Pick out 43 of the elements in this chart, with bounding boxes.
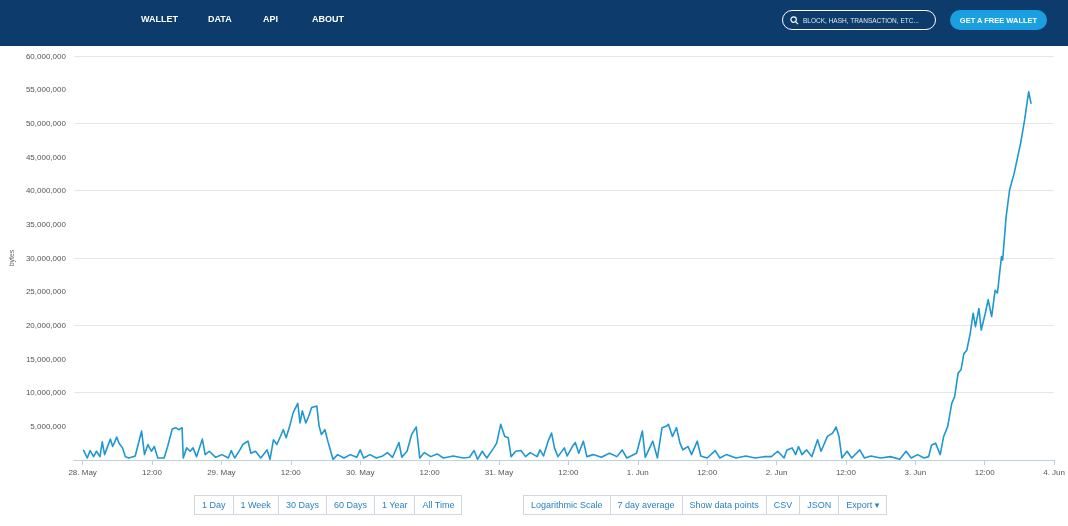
y-tick-label: 40,000,000 bbox=[25, 186, 67, 196]
x-tick-label: 12:00 bbox=[974, 467, 996, 477]
x-tick-label: 12:00 bbox=[697, 467, 718, 477]
x-tick-label: 12:00 bbox=[835, 467, 857, 477]
x-tick-label: 30. May bbox=[345, 467, 375, 477]
text: Logarithmic Scale bbox=[523, 495, 611, 515]
y-tick-label: 35,000,000 bbox=[25, 219, 67, 229]
text: Show data points bbox=[681, 495, 767, 515]
y-tick-label: 25,000,000 bbox=[25, 287, 67, 297]
text: 1 Year bbox=[373, 495, 416, 515]
x-tick-label: 1. Jun bbox=[626, 467, 649, 477]
text: API bbox=[263, 14, 279, 24]
y-tick-label: 20,000,000 bbox=[25, 320, 67, 330]
text: ABOUT bbox=[312, 14, 344, 24]
text: DATA bbox=[208, 14, 232, 24]
x-tick-label: 31. May bbox=[484, 467, 514, 477]
x-tick-label: 12:00 bbox=[280, 467, 302, 477]
y-tick-label: 55,000,000 bbox=[25, 85, 67, 95]
x-tick-label: 3. Jun bbox=[904, 467, 927, 477]
y-tick-label: 60,000,000 bbox=[25, 51, 67, 61]
y-tick-label: 30,000,000 bbox=[25, 253, 67, 263]
x-tick-label: 12:00 bbox=[141, 467, 163, 477]
x-tick-label: 2. Jun bbox=[765, 467, 788, 477]
x-tick-label: 12:00 bbox=[419, 467, 441, 477]
x-tick-label: 28. May bbox=[68, 467, 97, 477]
x-tick-label: 29. May bbox=[207, 467, 236, 477]
text: All Time bbox=[414, 495, 463, 515]
text: 1 Week bbox=[232, 495, 279, 515]
text: 30 Days bbox=[277, 495, 327, 515]
y-tick-label: 5,000,000 bbox=[30, 421, 67, 431]
text: 7 day average bbox=[609, 495, 683, 515]
y-tick-label: 45,000,000 bbox=[25, 152, 67, 162]
x-tick-label: 12:00 bbox=[558, 467, 579, 477]
text: 60 Days bbox=[325, 495, 375, 515]
y-tick-label: 10,000,000 bbox=[25, 388, 67, 398]
text: WALLET bbox=[141, 14, 178, 24]
text: 1 Day bbox=[194, 495, 234, 515]
y-tick-label: 15,000,000 bbox=[25, 354, 67, 364]
y-tick-label: 50,000,000 bbox=[25, 118, 67, 128]
text: JSON bbox=[799, 495, 840, 515]
text: CSV bbox=[765, 495, 801, 515]
x-tick-label: 4. Jun bbox=[1043, 467, 1065, 477]
text: Export ▾ bbox=[838, 495, 888, 515]
